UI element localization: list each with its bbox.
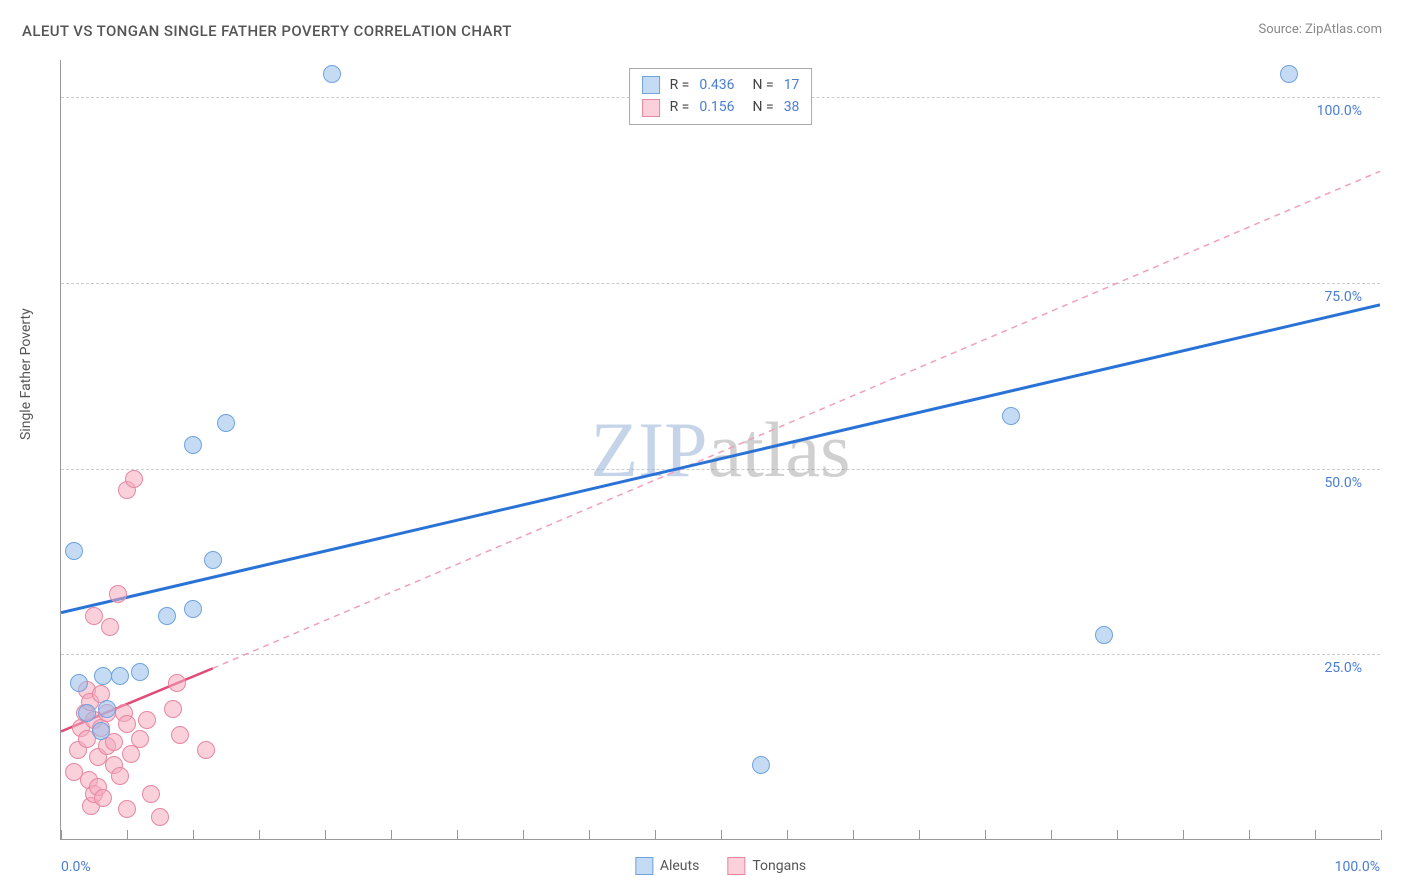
r-label: R = xyxy=(670,96,690,118)
marker-aleuts xyxy=(158,607,176,625)
legend-label-aleuts: Aleuts xyxy=(660,858,699,874)
legend-row-aleuts: R = 0.436 N = 17 xyxy=(642,74,800,96)
marker-tongans xyxy=(171,726,189,744)
correlation-legend: R = 0.436 N = 17 R = 0.156 N = 38 xyxy=(629,68,813,125)
x-tick xyxy=(655,830,656,840)
swatch-tongans xyxy=(642,99,660,117)
legend-item-aleuts: Aleuts xyxy=(635,857,699,875)
marker-tongans xyxy=(151,808,169,826)
gridline xyxy=(61,654,1380,655)
marker-aleuts xyxy=(111,667,129,685)
x-tick xyxy=(1315,830,1316,840)
watermark-zip: ZIP xyxy=(591,406,708,493)
gridline xyxy=(61,469,1380,470)
marker-aleuts xyxy=(98,700,116,718)
marker-aleuts xyxy=(752,756,770,774)
marker-tongans xyxy=(197,741,215,759)
marker-tongans xyxy=(142,785,160,803)
marker-aleuts xyxy=(1095,626,1113,644)
marker-aleuts xyxy=(184,436,202,454)
marker-aleuts xyxy=(131,663,149,681)
marker-aleuts xyxy=(204,551,222,569)
x-axis-max-label: 100.0% xyxy=(1335,859,1380,875)
x-tick xyxy=(1051,830,1052,840)
marker-tongans xyxy=(125,470,143,488)
marker-aleuts xyxy=(1280,65,1298,83)
r-label: R = xyxy=(670,74,690,96)
series-legend: Aleuts Tongans xyxy=(635,857,806,875)
r-value-tongans: 0.156 xyxy=(699,96,734,118)
n-value-tongans: 38 xyxy=(784,96,800,118)
marker-tongans xyxy=(85,607,103,625)
x-tick xyxy=(391,830,392,840)
marker-tongans xyxy=(118,715,136,733)
marker-tongans xyxy=(164,700,182,718)
n-label: N = xyxy=(753,96,774,118)
x-tick xyxy=(1249,830,1250,840)
y-tick-label: 25.0% xyxy=(1324,660,1362,676)
marker-aleuts xyxy=(323,65,341,83)
legend-row-tongans: R = 0.156 N = 38 xyxy=(642,96,800,118)
x-tick xyxy=(589,830,590,840)
swatch-aleuts-icon xyxy=(635,857,653,875)
marker-aleuts xyxy=(217,414,235,432)
swatch-aleuts xyxy=(642,76,660,94)
marker-aleuts xyxy=(78,704,96,722)
marker-tongans xyxy=(138,711,156,729)
marker-tongans xyxy=(118,800,136,818)
marker-aleuts xyxy=(92,722,110,740)
n-value-aleuts: 17 xyxy=(784,74,800,96)
x-tick xyxy=(721,830,722,840)
gridline xyxy=(61,283,1380,284)
y-tick-label: 75.0% xyxy=(1324,289,1362,305)
x-tick xyxy=(985,830,986,840)
marker-tongans xyxy=(101,618,119,636)
source-label: Source: ZipAtlas.com xyxy=(1258,22,1382,37)
y-tick-label: 100.0% xyxy=(1317,103,1362,119)
trendlines-layer xyxy=(61,60,1380,839)
x-tick xyxy=(919,830,920,840)
y-axis-label: Single Father Poverty xyxy=(18,308,34,440)
r-value-aleuts: 0.436 xyxy=(699,74,734,96)
x-tick xyxy=(325,830,326,840)
x-axis-min-label: 0.0% xyxy=(61,859,91,875)
marker-tongans xyxy=(111,767,129,785)
x-tick xyxy=(853,830,854,840)
marker-tongans xyxy=(168,674,186,692)
watermark: ZIPatlas xyxy=(591,405,851,495)
marker-aleuts xyxy=(65,542,83,560)
x-tick xyxy=(127,830,128,840)
marker-tongans xyxy=(94,789,112,807)
scatter-plot: ZIPatlas R = 0.436 N = 17 R = 0.156 N = … xyxy=(60,60,1380,840)
x-tick xyxy=(787,830,788,840)
marker-tongans xyxy=(109,585,127,603)
y-tick-label: 50.0% xyxy=(1324,475,1362,491)
watermark-atlas: atlas xyxy=(708,406,851,493)
swatch-tongans-icon xyxy=(727,857,745,875)
x-tick xyxy=(259,830,260,840)
x-tick xyxy=(61,830,62,840)
x-tick xyxy=(1183,830,1184,840)
marker-aleuts xyxy=(1002,407,1020,425)
legend-label-tongans: Tongans xyxy=(752,858,806,874)
x-tick xyxy=(193,830,194,840)
marker-tongans xyxy=(131,730,149,748)
x-tick xyxy=(523,830,524,840)
n-label: N = xyxy=(753,74,774,96)
x-tick xyxy=(1381,830,1382,840)
chart-title: ALEUT VS TONGAN SINGLE FATHER POVERTY CO… xyxy=(22,22,512,40)
x-tick xyxy=(457,830,458,840)
x-tick xyxy=(1117,830,1118,840)
legend-item-tongans: Tongans xyxy=(727,857,806,875)
marker-aleuts xyxy=(184,600,202,618)
marker-aleuts xyxy=(94,667,112,685)
marker-aleuts xyxy=(70,674,88,692)
